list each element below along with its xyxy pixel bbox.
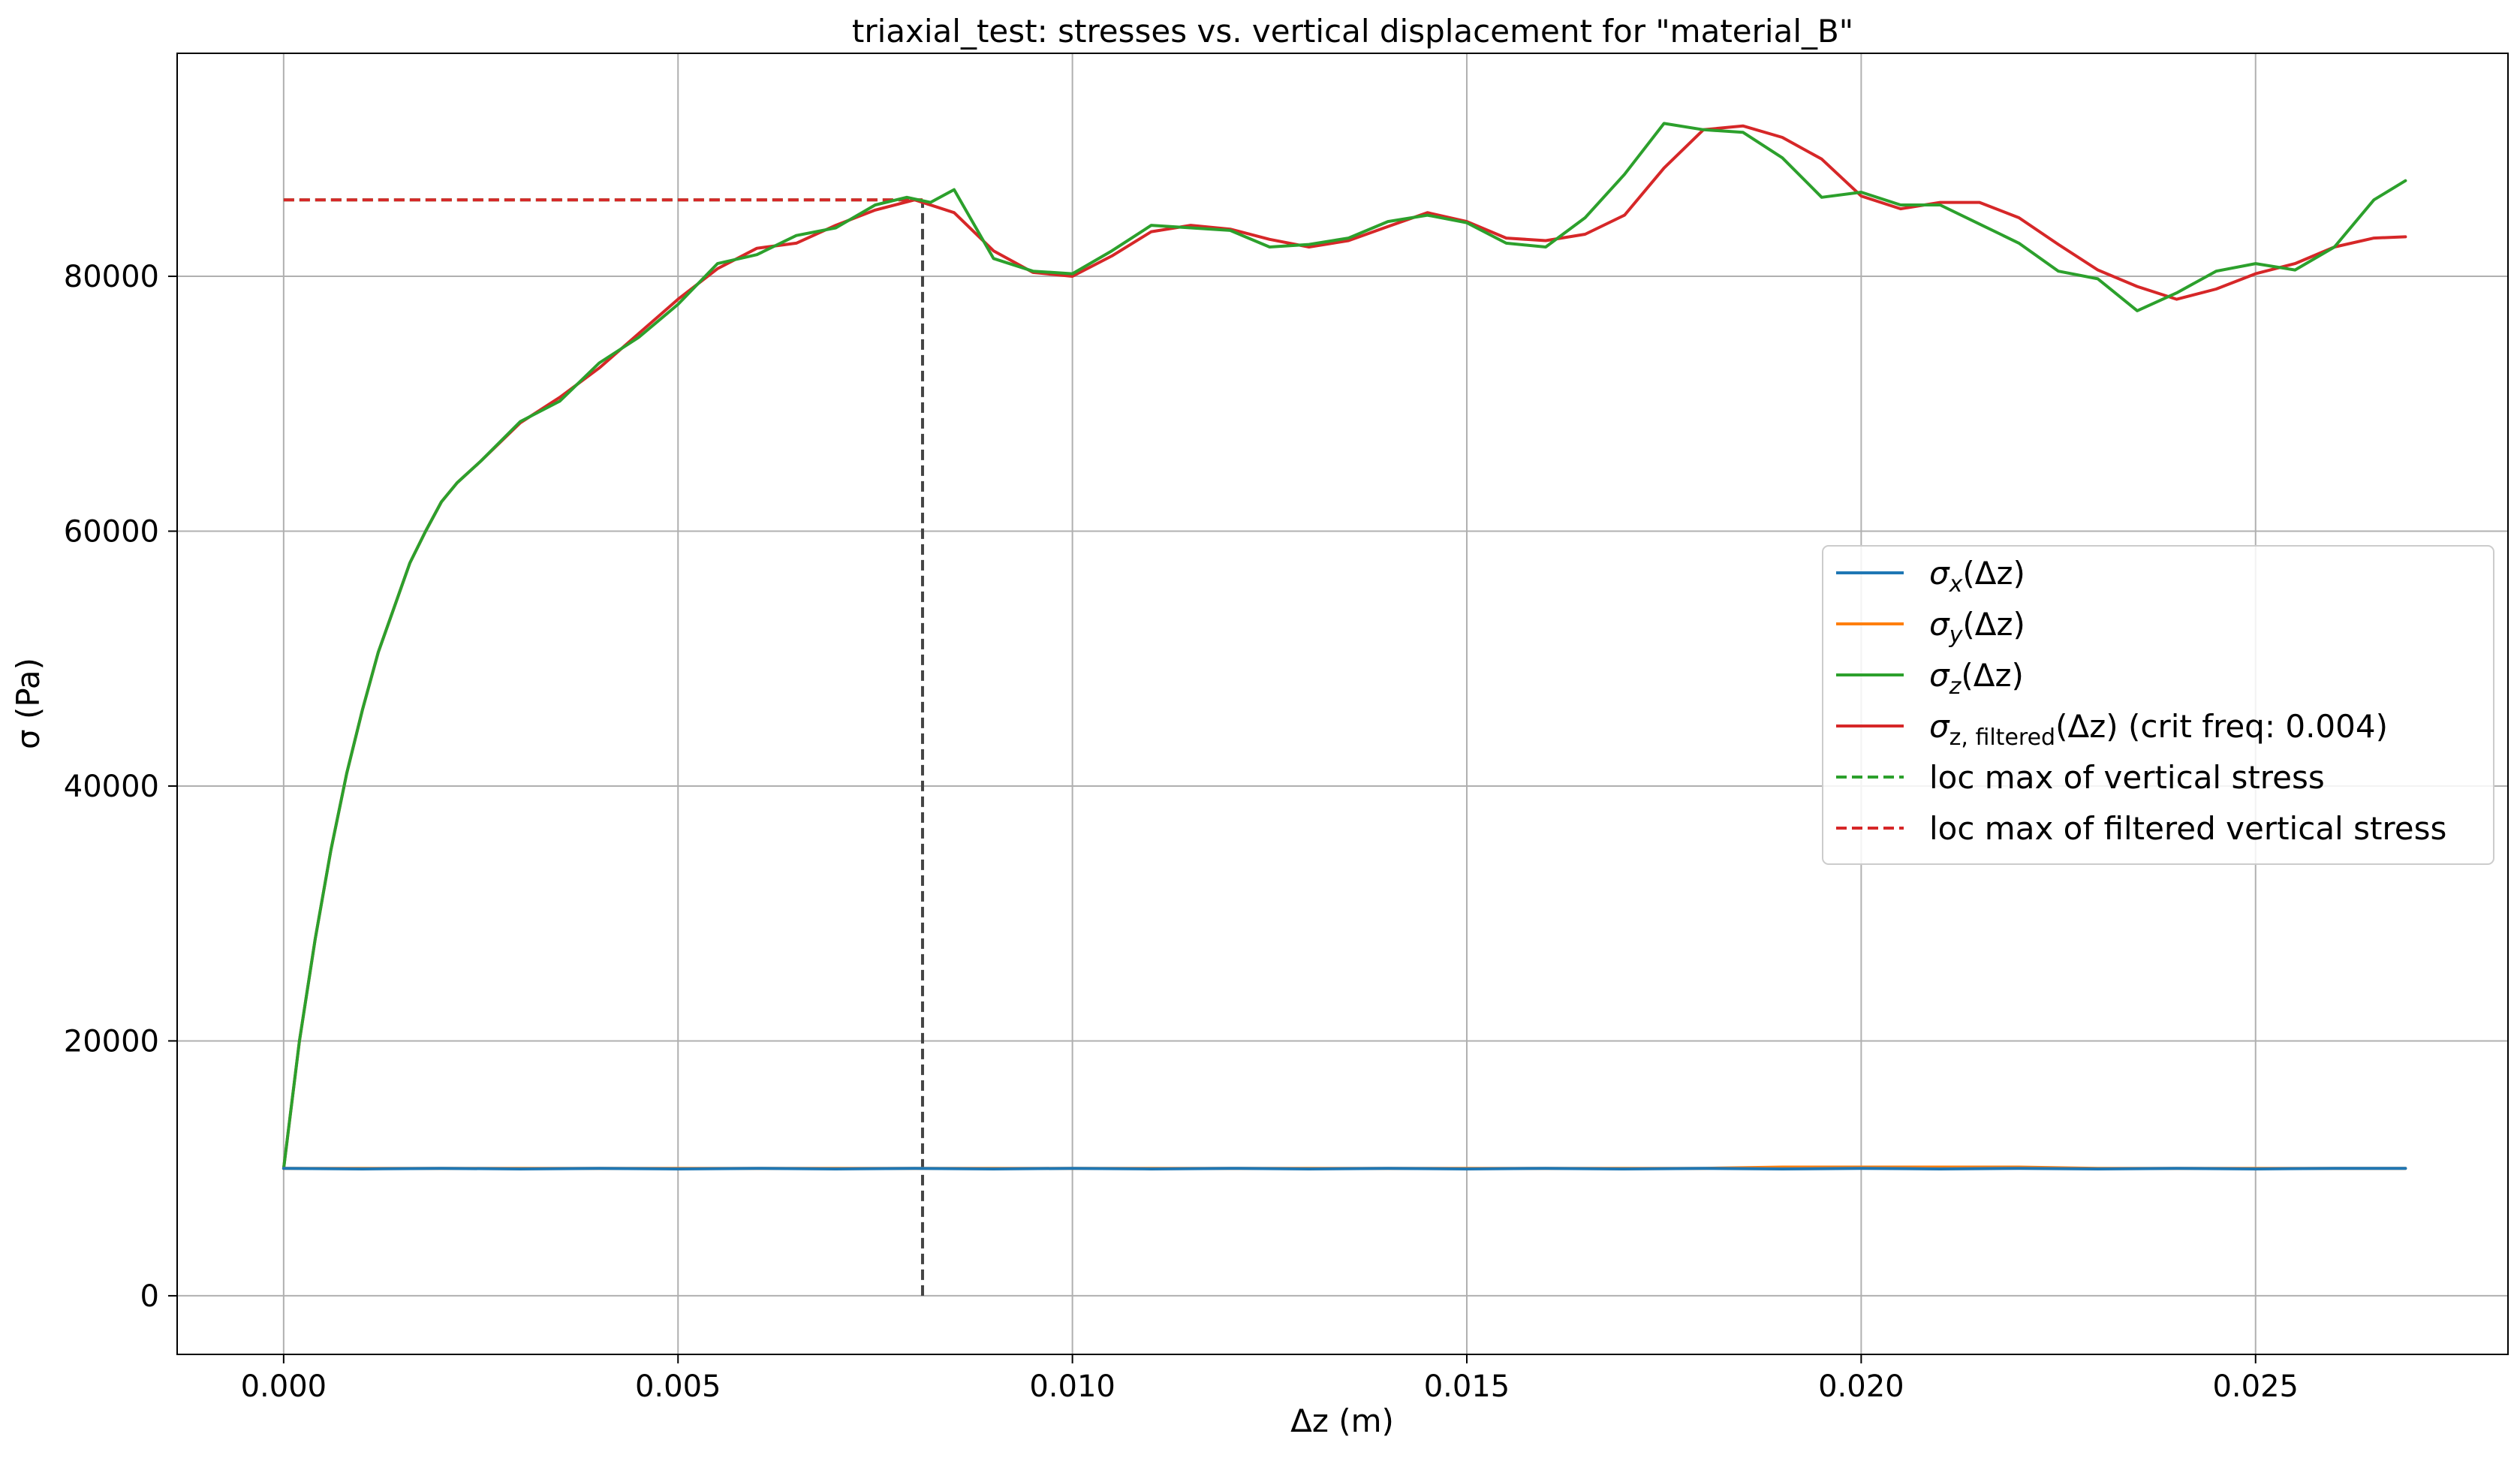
legend-entry: σz, filtered(Δz) (crit freq: 0.004) (1929, 708, 2388, 751)
y-tick-label: 60000 (64, 515, 159, 550)
annotations (283, 198, 924, 1296)
plot-frame (176, 53, 2509, 1355)
y-tick-label: 0 (140, 1279, 159, 1314)
y-tick-label: 20000 (64, 1024, 159, 1059)
grid (177, 53, 2508, 1354)
legend-entry: loc max of vertical stress (1929, 759, 2325, 796)
series-line (282, 1167, 2407, 1170)
legend-entry: σz(Δz) (1929, 657, 2024, 700)
x-tick-label: 0.025 (2212, 1369, 2299, 1404)
legend-entry: σx(Δz) (1929, 555, 2025, 598)
y-tick-label: 40000 (64, 770, 159, 804)
x-tick-label: 0.015 (1424, 1369, 1510, 1404)
x-tick-label: 0.000 (241, 1369, 327, 1404)
y-tick-label: 80000 (64, 260, 159, 294)
legend-entry: loc max of filtered vertical stress (1929, 810, 2446, 847)
series (282, 122, 2407, 1170)
x-tick-label: 0.005 (635, 1369, 721, 1404)
series-line (282, 122, 2407, 1170)
legend-box (1822, 545, 2494, 865)
x-tick-label: 0.020 (1818, 1369, 1904, 1404)
y-axis: 0 20000 40000 60000 80000 (64, 260, 177, 1314)
x-axis-label: Δz (m) (1290, 1402, 1394, 1439)
x-tick-label: 0.010 (1029, 1369, 1115, 1404)
legend: σx(Δz) σy(Δz) σz(Δz) σz, filtered(Δz) (crit… (1822, 545, 2494, 865)
x-axis: 0.000 0.005 0.010 0.015 0.020 0.025 (241, 1354, 2299, 1404)
chart-title: triaxial_test: stresses vs. vertical dis… (852, 13, 1853, 50)
y-axis-label: σ (Pa) (10, 658, 47, 749)
legend-entry: σy(Δz) (1929, 606, 2025, 649)
